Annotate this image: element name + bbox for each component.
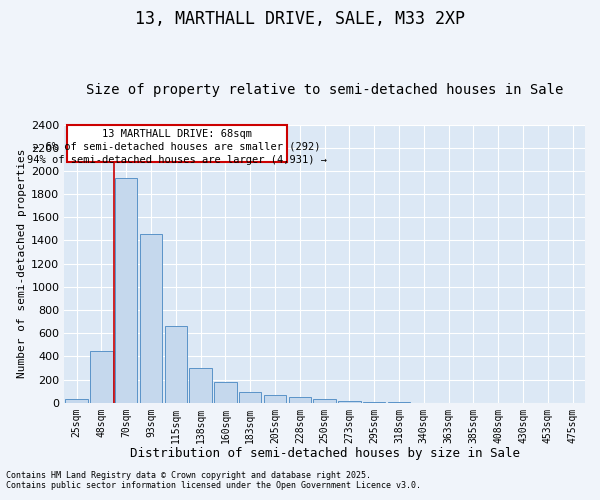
Bar (90, 350, 113, 403)
Y-axis label: Number of semi-detached properties: Number of semi-detached properties (17, 149, 27, 378)
Bar (140, 234, 162, 402)
Bar (190, 368, 212, 402)
Text: ← 6% of semi-detached houses are smaller (292): ← 6% of semi-detached houses are smaller… (34, 142, 321, 152)
Bar (239, 392, 262, 402)
Text: 13, MARTHALL DRIVE, SALE, M33 2XP: 13, MARTHALL DRIVE, SALE, M33 2XP (135, 10, 465, 28)
X-axis label: Distribution of semi-detached houses by size in Sale: Distribution of semi-detached houses by … (130, 447, 520, 460)
Bar (313, 399, 336, 402)
Text: 13 MARTHALL DRIVE: 68sqm: 13 MARTHALL DRIVE: 68sqm (102, 129, 252, 139)
Title: Size of property relative to semi-detached houses in Sale: Size of property relative to semi-detach… (86, 83, 563, 97)
Text: Contains HM Land Registry data © Crown copyright and database right 2025.
Contai: Contains HM Land Registry data © Crown c… (6, 470, 421, 490)
Bar (115, 178, 137, 402)
Bar (164, 326, 187, 402)
FancyBboxPatch shape (67, 124, 287, 162)
Bar (264, 394, 286, 402)
Bar (338, 401, 361, 402)
Bar (214, 382, 236, 402)
Bar (289, 397, 311, 402)
Text: 94% of semi-detached houses are larger (4,931) →: 94% of semi-detached houses are larger (… (27, 154, 327, 164)
Bar (65, 399, 88, 402)
